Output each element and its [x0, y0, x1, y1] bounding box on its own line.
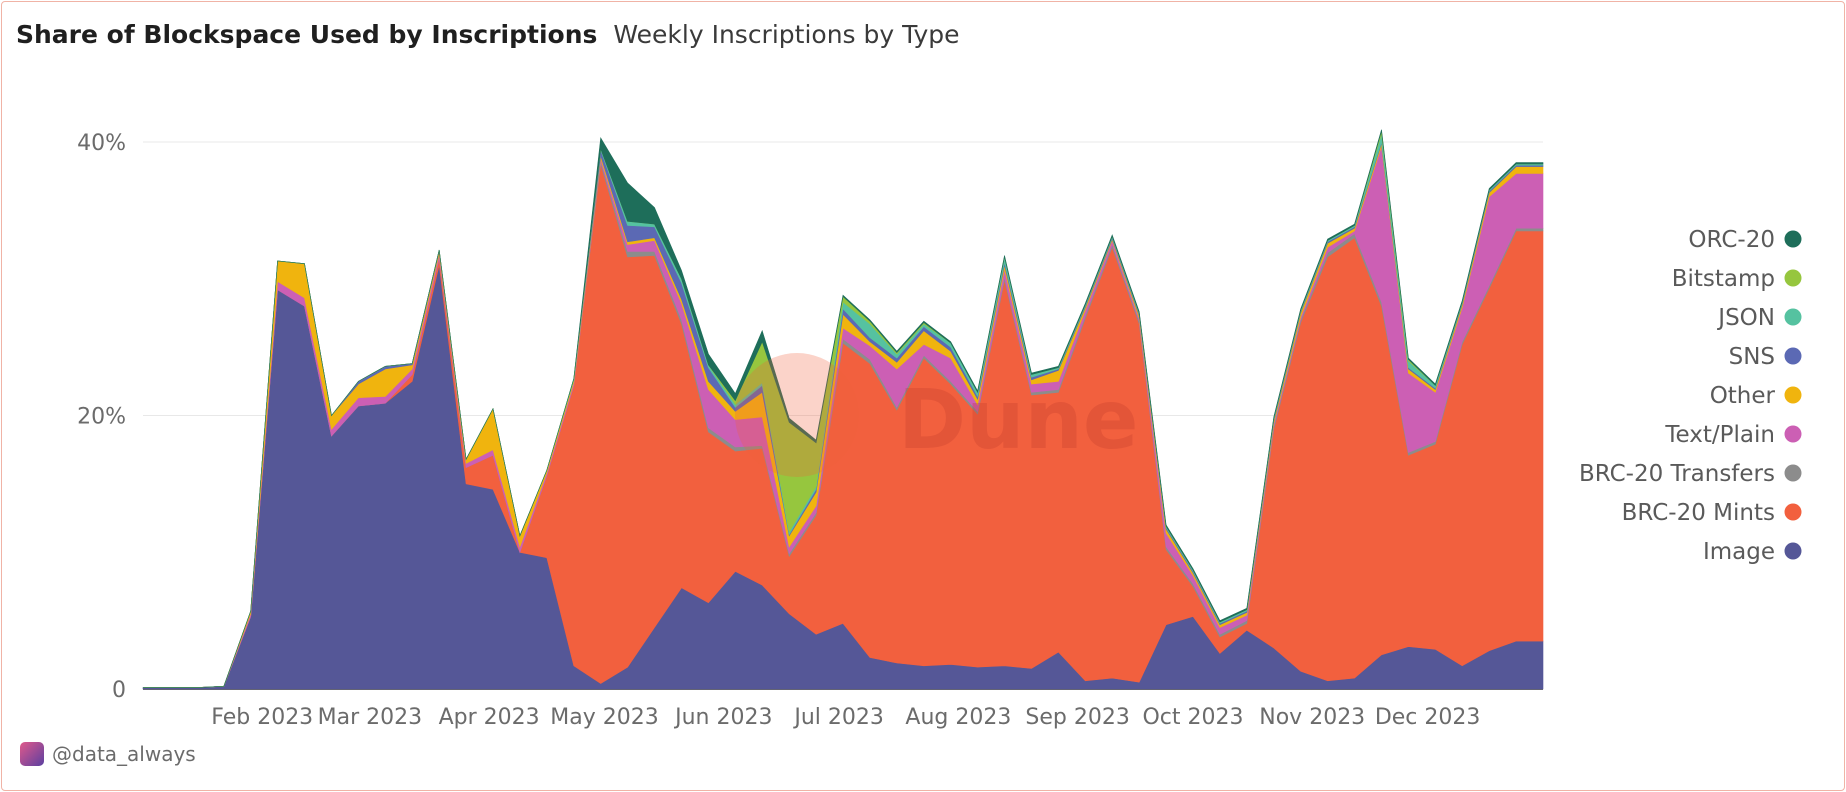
x-tick-label: Jul 2023	[792, 705, 884, 730]
author-avatar	[20, 742, 44, 766]
y-tick-label: 0	[112, 678, 126, 703]
legend-swatch	[1784, 464, 1802, 482]
chart-subtitle[interactable]: Weekly Inscriptions by Type	[613, 20, 960, 49]
legend-label: BRC-20 Transfers	[1579, 461, 1775, 487]
legend-swatch	[1784, 269, 1802, 287]
x-tick-label: Oct 2023	[1142, 705, 1243, 730]
legend-swatch	[1784, 386, 1802, 404]
x-tick-label: Sep 2023	[1025, 705, 1129, 730]
chart-title: Share of Blockspace Used by Inscriptions	[16, 20, 598, 49]
legend-label: Other	[1710, 383, 1776, 409]
chart-header: Share of Blockspace Used by Inscriptions…	[16, 20, 960, 49]
x-tick-label: Jun 2023	[673, 705, 772, 730]
legend-item-orc-20[interactable]: ORC-20	[1688, 227, 1802, 253]
legend-swatch	[1784, 308, 1802, 326]
watermark-text: Dune	[898, 373, 1138, 468]
y-tick-label: 20%	[77, 405, 126, 430]
legend-swatch	[1784, 347, 1802, 365]
legend-item-text-plain[interactable]: Text/Plain	[1664, 422, 1802, 448]
legend-item-brc-20-mints[interactable]: BRC-20 Mints	[1622, 500, 1802, 526]
y-tick-label: 40%	[77, 131, 126, 156]
x-tick-label: Feb 2023	[211, 705, 313, 730]
legend-label: ORC-20	[1688, 227, 1775, 253]
legend-label: SNS	[1729, 344, 1775, 370]
legend-label: Image	[1703, 539, 1775, 565]
legend-swatch	[1784, 230, 1802, 248]
dune-watermark: Dune	[735, 353, 1138, 477]
legend-swatch	[1784, 503, 1802, 521]
x-tick-label: Apr 2023	[439, 705, 540, 730]
legend-swatch	[1784, 425, 1802, 443]
legend-label: JSON	[1716, 305, 1775, 331]
x-tick-label: Dec 2023	[1375, 705, 1481, 730]
legend-item-other[interactable]: Other	[1710, 383, 1802, 409]
legend-item-brc-20-transfers[interactable]: BRC-20 Transfers	[1579, 461, 1802, 487]
legend-label: Text/Plain	[1664, 422, 1775, 448]
legend-label: Bitstamp	[1672, 266, 1775, 292]
legend-item-image[interactable]: Image	[1703, 539, 1802, 565]
legend-item-sns[interactable]: SNS	[1729, 344, 1802, 370]
x-tick-label: Nov 2023	[1259, 705, 1365, 730]
watermark-logo-icon	[735, 353, 859, 477]
footer: @data_always	[20, 742, 196, 766]
legend-swatch	[1784, 542, 1802, 560]
author-handle[interactable]: @data_always	[52, 742, 196, 766]
area-orc-20	[143, 129, 1544, 688]
x-tick-label: Mar 2023	[318, 705, 423, 730]
legend-item-json[interactable]: JSON	[1716, 305, 1802, 331]
legend-label: BRC-20 Mints	[1622, 500, 1775, 526]
legend-item-bitstamp[interactable]: Bitstamp	[1672, 266, 1802, 292]
x-tick-label: Aug 2023	[905, 705, 1011, 730]
x-tick-label: May 2023	[550, 705, 658, 730]
